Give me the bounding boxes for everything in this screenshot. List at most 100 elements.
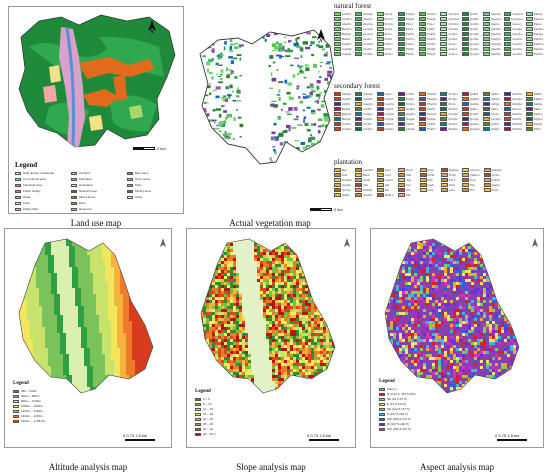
altitude-cell: [42, 330, 46, 334]
slope-cell: [215, 330, 219, 334]
altitude-cell: [30, 345, 34, 349]
altitude-cell: [15, 309, 18, 312]
altitude-cell: [45, 345, 49, 349]
slope-cell: [233, 309, 237, 313]
vegetation-patch: [304, 122, 307, 127]
slope-cell: [215, 336, 219, 340]
altitude-cell: [150, 381, 153, 385]
vegetation-patch: [278, 81, 284, 84]
legend-label: QmLc: [491, 173, 500, 177]
slope-cell: [221, 327, 225, 331]
altitude-cell: [84, 252, 88, 256]
legend-item: Field: [15, 201, 30, 205]
altitude-cell: [72, 261, 76, 265]
altitude-cell: [57, 384, 61, 388]
altitude-cell: [117, 239, 121, 241]
vegetation-patch: [226, 113, 233, 118]
altitude-cell: [153, 381, 156, 384]
altitude-cell: [33, 294, 37, 298]
altitude-cell: [102, 369, 106, 373]
altitude-cell: [129, 270, 133, 274]
altitude-cell: [75, 321, 79, 325]
legend-item: Public facility: [15, 189, 40, 193]
altitude-cell: [57, 288, 61, 292]
legend-swatch: [355, 52, 363, 56]
altitude-cell: [135, 239, 139, 241]
slope-cell: [263, 363, 267, 367]
slope-cell: [266, 333, 270, 337]
slope-cell: [251, 267, 255, 271]
slope-cell: [227, 354, 231, 358]
altitude-cell: [33, 375, 37, 379]
vegetation-patch: [291, 163, 295, 164]
altitude-cell: [19, 246, 22, 250]
legend-label: RobSm: [342, 178, 353, 182]
altitude-cell: [78, 339, 82, 343]
legend-swatch: [440, 102, 448, 106]
altitude-cell: [93, 348, 97, 352]
altitude-cell: [102, 336, 106, 340]
vegetation-legend-item: QacQa: [483, 42, 501, 46]
altitude-cell: [84, 276, 88, 280]
altitude-cell: [72, 282, 76, 286]
slope-cell: [224, 261, 228, 265]
slope-cell: [266, 360, 270, 364]
slope-cell: [236, 258, 240, 262]
altitude-cell: [27, 321, 31, 325]
altitude-cell: [57, 246, 61, 250]
altitude-cell: [63, 309, 67, 313]
altitude-cell: [150, 285, 153, 289]
altitude-cell: [111, 393, 114, 396]
altitude-cell: [63, 276, 67, 280]
legend-swatch: [334, 47, 341, 51]
vegetation-legend-item: FrrLc: [376, 32, 395, 36]
altitude-cell: [15, 348, 18, 351]
slope-cell: [197, 327, 200, 330]
slope-cell: [242, 339, 246, 343]
altitude-cell: [66, 372, 70, 376]
altitude-cell: [153, 276, 156, 279]
altitude-cell: [84, 354, 88, 358]
altitude-cell: [75, 273, 79, 277]
altitude-cell: [150, 276, 153, 280]
altitude-cell: [120, 276, 124, 280]
legend-swatch: [397, 92, 405, 96]
altitude-cell: [21, 291, 25, 295]
altitude-cell: [21, 327, 25, 331]
altitude-cell: [144, 336, 148, 340]
altitude-cell: [84, 339, 88, 343]
altitude-cell: [126, 239, 130, 241]
vegetation-patch: [225, 86, 230, 90]
slope-cell: [209, 243, 213, 247]
altitude-cell: [19, 273, 22, 277]
slope-cell: [248, 381, 252, 385]
altitude-cell: [54, 390, 58, 393]
altitude-cell: [75, 375, 79, 379]
slope-map: [197, 238, 336, 394]
slope-cell: [227, 264, 231, 268]
altitude-cell: [72, 345, 76, 349]
altitude-cell: [126, 345, 130, 349]
altitude-cell: [19, 345, 22, 349]
altitude-cell: [90, 372, 94, 376]
altitude-cell: [105, 393, 108, 396]
vegetation-patch: [276, 41, 279, 44]
altitude-cell: [60, 372, 64, 376]
slope-cell: [254, 372, 258, 376]
altitude-cell: [19, 366, 22, 370]
altitude-cell: [108, 390, 112, 393]
legend-swatch: [398, 188, 406, 192]
slope-cell: [218, 318, 222, 322]
slope-cell: [236, 312, 240, 316]
slope-cell: [239, 348, 243, 352]
legend-label: QmPl: [469, 12, 478, 16]
altitude-cell: [123, 366, 127, 370]
legend-swatch: [461, 97, 469, 101]
altitude-cell: [36, 315, 40, 319]
slope-cell: [248, 372, 252, 376]
altitude-cell: [78, 240, 82, 244]
altitude-cell: [135, 381, 139, 385]
altitude-cell: [60, 333, 64, 337]
altitude-cell: [111, 357, 115, 361]
vegetation-patch: [296, 36, 300, 40]
